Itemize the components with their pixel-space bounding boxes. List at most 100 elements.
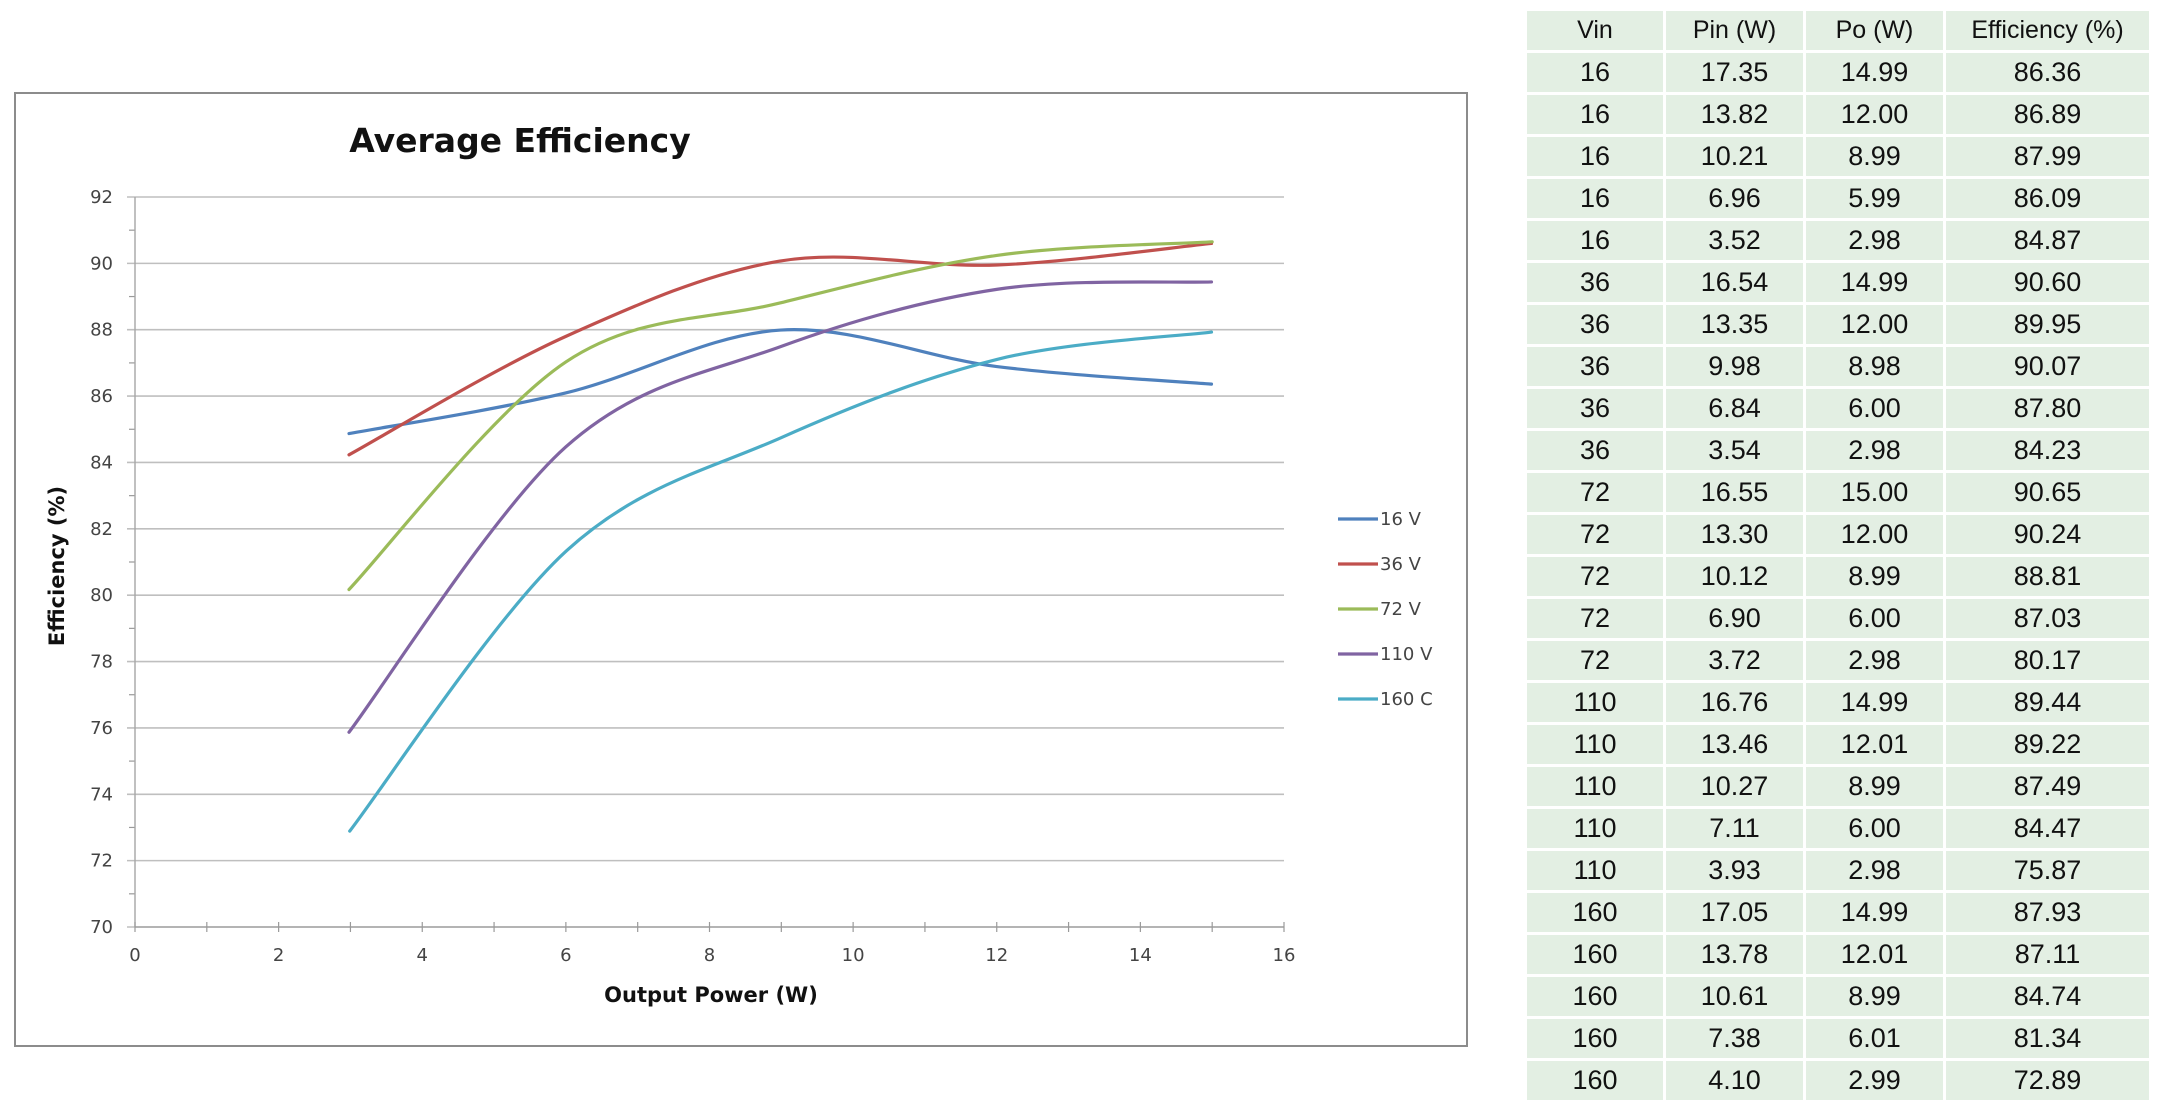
cell-pin: 10.27 xyxy=(1666,767,1803,806)
cell-po: 6.00 xyxy=(1806,599,1943,638)
table-row: 160 4.10 2.99 72.89 xyxy=(1527,1061,2149,1100)
cell-pin: 13.82 xyxy=(1666,95,1803,134)
cell-pin: 3.93 xyxy=(1666,851,1803,890)
legend: 16 V 36 V 72 V 110 V 160 C xyxy=(1338,509,1433,710)
table-row: 160 10.61 8.99 84.74 xyxy=(1527,977,2149,1016)
legend-label: 16 V xyxy=(1380,509,1422,530)
cell-pin: 13.46 xyxy=(1666,725,1803,764)
cell-po: 14.99 xyxy=(1806,263,1943,302)
cell-vin: 16 xyxy=(1527,53,1663,92)
cell-po: 2.98 xyxy=(1806,851,1943,890)
cell-vin: 110 xyxy=(1527,683,1663,722)
cell-vin: 16 xyxy=(1527,179,1663,218)
series-line-16-v xyxy=(347,328,1214,436)
cell-po: 2.98 xyxy=(1806,641,1943,680)
y-tick-label: 88 xyxy=(90,320,113,341)
cell-efficiency: 86.09 xyxy=(1946,179,2149,218)
gridlines xyxy=(127,196,1284,928)
table-row: 16 10.21 8.99 87.99 xyxy=(1527,137,2149,176)
y-tick-label: 80 xyxy=(90,585,113,606)
cell-efficiency: 89.44 xyxy=(1946,683,2149,722)
table-row: 110 3.93 2.98 75.87 xyxy=(1527,851,2149,890)
cell-vin: 110 xyxy=(1527,851,1663,890)
table-row: 72 16.55 15.00 90.65 xyxy=(1527,473,2149,512)
cell-efficiency: 75.87 xyxy=(1946,851,2149,890)
cell-pin: 16.55 xyxy=(1666,473,1803,512)
table-row: 110 7.11 6.00 84.47 xyxy=(1527,809,2149,848)
chart-title: Average Efficiency xyxy=(349,121,690,160)
cell-efficiency: 84.23 xyxy=(1946,431,2149,470)
y-tick-label: 86 xyxy=(90,386,113,407)
y-tick-label: 84 xyxy=(90,452,113,473)
cell-vin: 72 xyxy=(1527,515,1663,554)
cell-po: 8.99 xyxy=(1806,767,1943,806)
y-tick-label: 70 xyxy=(90,917,113,938)
y-axis-title: Efficiency (%) xyxy=(45,486,69,646)
cell-vin: 160 xyxy=(1527,935,1663,974)
cell-pin: 16.54 xyxy=(1666,263,1803,302)
cell-vin: 16 xyxy=(1527,137,1663,176)
cell-efficiency: 87.03 xyxy=(1946,599,2149,638)
cell-po: 6.01 xyxy=(1806,1019,1943,1058)
cell-pin: 17.35 xyxy=(1666,53,1803,92)
cell-efficiency: 84.87 xyxy=(1946,221,2149,260)
cell-vin: 36 xyxy=(1527,389,1663,428)
y-tick-label: 90 xyxy=(90,253,113,274)
cell-vin: 110 xyxy=(1527,767,1663,806)
y-tick-label: 74 xyxy=(90,784,113,805)
table-row: 36 13.35 12.00 89.95 xyxy=(1527,305,2149,344)
series-line-110-v xyxy=(347,280,1214,734)
table-row: 36 9.98 8.98 90.07 xyxy=(1527,347,2149,386)
legend-label: 36 V xyxy=(1380,554,1422,575)
cell-pin: 3.72 xyxy=(1666,641,1803,680)
cell-vin: 160 xyxy=(1527,893,1663,932)
cell-pin: 4.10 xyxy=(1666,1061,1803,1100)
chart-frame: Average Efficiency 70 72 74 76 78 80 82 84 86 88 9… xyxy=(14,92,1468,1047)
table-row: 110 10.27 8.99 87.49 xyxy=(1527,767,2149,806)
cell-vin: 72 xyxy=(1527,641,1663,680)
cell-vin: 160 xyxy=(1527,977,1663,1016)
cell-vin: 36 xyxy=(1527,305,1663,344)
cell-vin: 160 xyxy=(1527,1019,1663,1058)
cell-po: 6.00 xyxy=(1806,389,1943,428)
cell-efficiency: 86.36 xyxy=(1946,53,2149,92)
cell-po: 12.01 xyxy=(1806,935,1943,974)
x-tick-label: 4 xyxy=(417,945,428,966)
cell-pin: 16.76 xyxy=(1666,683,1803,722)
table-row: 16 3.52 2.98 84.87 xyxy=(1527,221,2149,260)
cell-vin: 72 xyxy=(1527,557,1663,596)
cell-po: 2.99 xyxy=(1806,1061,1943,1100)
table-row: 16 13.82 12.00 86.89 xyxy=(1527,95,2149,134)
cell-efficiency: 87.49 xyxy=(1946,767,2149,806)
efficiency-chart: Average Efficiency 707274767880828486889… xyxy=(45,121,1433,1007)
cell-efficiency: 90.24 xyxy=(1946,515,2149,554)
legend-label: 110 V xyxy=(1380,644,1433,665)
cell-vin: 16 xyxy=(1527,95,1663,134)
cell-efficiency: 89.22 xyxy=(1946,725,2149,764)
header-vin: Vin xyxy=(1527,11,1663,50)
series-line-72-v xyxy=(347,240,1214,592)
cell-po: 6.00 xyxy=(1806,809,1943,848)
cell-vin: 16 xyxy=(1527,221,1663,260)
cell-efficiency: 86.89 xyxy=(1946,95,2149,134)
series-line-160-c xyxy=(348,330,1214,833)
cell-pin: 9.98 xyxy=(1666,347,1803,386)
x-tick-label: 14 xyxy=(1129,945,1152,966)
cell-vin: 72 xyxy=(1527,599,1663,638)
cell-efficiency: 87.80 xyxy=(1946,389,2149,428)
x-tick-label: 6 xyxy=(560,945,571,966)
table-row: 72 3.72 2.98 80.17 xyxy=(1527,641,2149,680)
cell-pin: 10.12 xyxy=(1666,557,1803,596)
cell-pin: 6.90 xyxy=(1666,599,1803,638)
cell-efficiency: 88.81 xyxy=(1946,557,2149,596)
cell-po: 8.98 xyxy=(1806,347,1943,386)
cell-efficiency: 84.47 xyxy=(1946,809,2149,848)
table-row: 110 16.76 14.99 89.44 xyxy=(1527,683,2149,722)
cell-vin: 72 xyxy=(1527,473,1663,512)
y-tick-label: 82 xyxy=(90,519,113,540)
table-row: 72 6.90 6.00 87.03 xyxy=(1527,599,2149,638)
table-body: 16 17.35 14.99 86.36 16 13.82 12.00 86.89 16 10.2… xyxy=(1527,53,2149,1100)
cell-efficiency: 89.95 xyxy=(1946,305,2149,344)
cell-pin: 13.78 xyxy=(1666,935,1803,974)
series-lines xyxy=(347,240,1214,833)
